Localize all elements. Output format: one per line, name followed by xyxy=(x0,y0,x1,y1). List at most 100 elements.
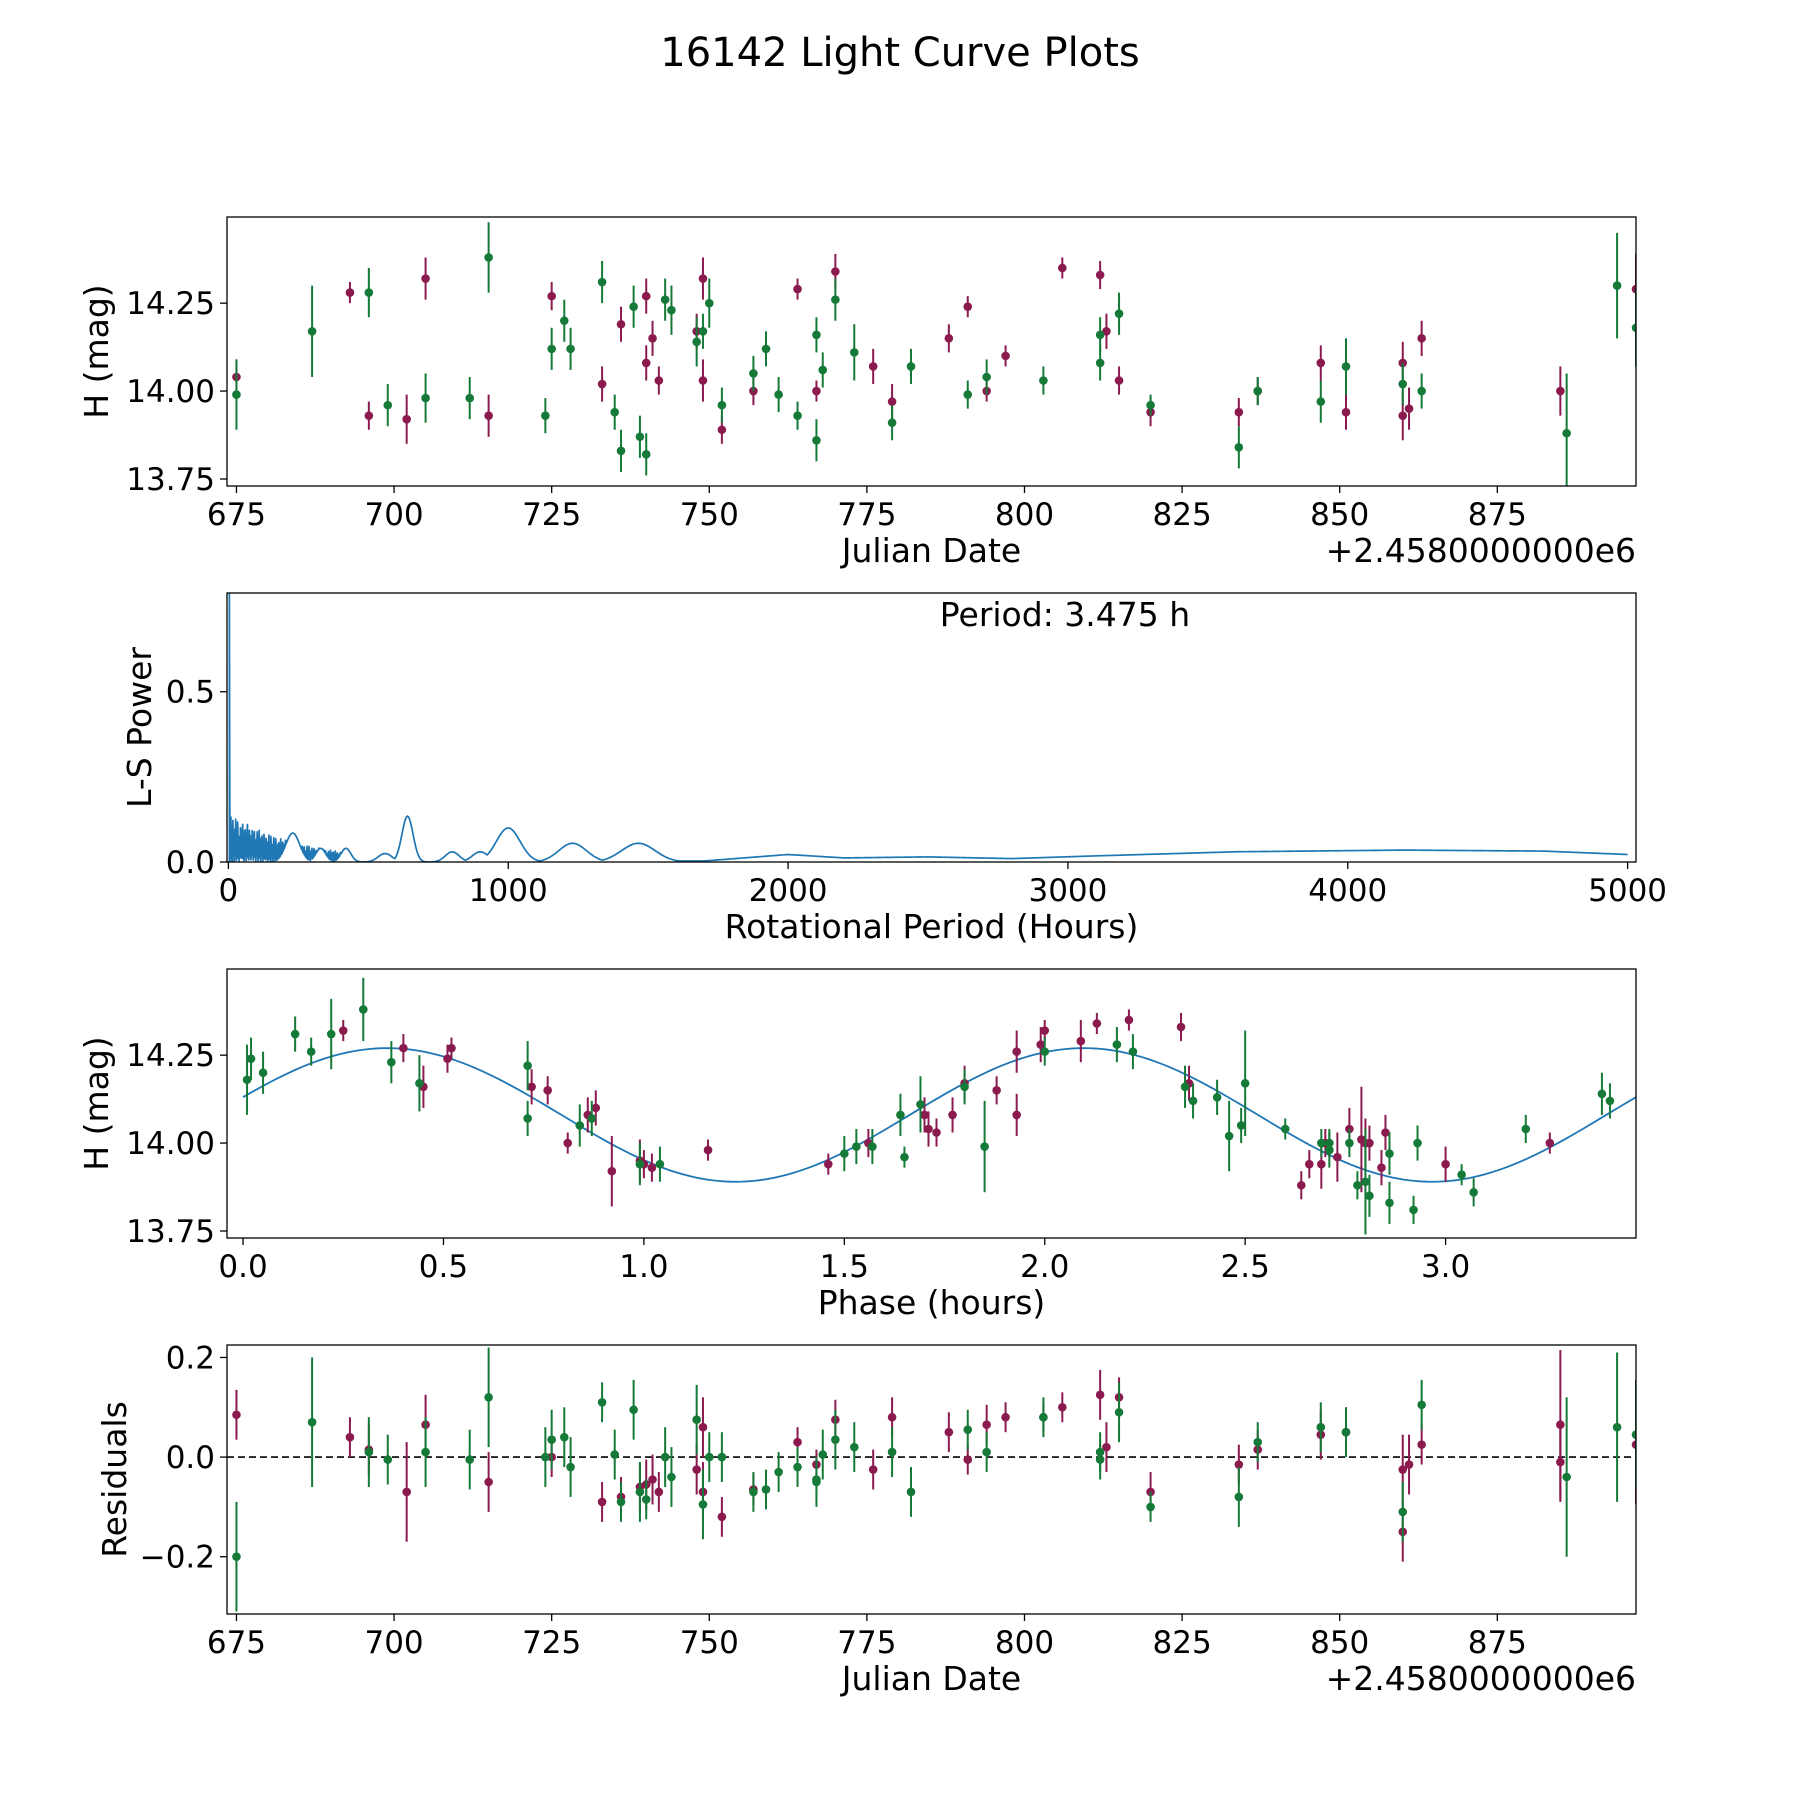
data-point xyxy=(963,1455,973,1464)
data-point xyxy=(383,400,393,410)
data-point xyxy=(1176,1022,1186,1032)
data-point xyxy=(887,418,897,428)
data-point xyxy=(523,1114,532,1123)
x-offset-label: +2.4580000000e6 xyxy=(1326,531,1636,570)
data-point xyxy=(1180,1082,1190,1092)
data-point xyxy=(635,1487,645,1497)
data-point xyxy=(717,1512,727,1522)
data-point xyxy=(1095,270,1105,280)
data-point xyxy=(960,1082,969,1092)
data-point xyxy=(1385,1198,1394,1208)
y-tick-label: 0.2 xyxy=(166,1340,215,1376)
data-point xyxy=(484,253,493,262)
data-point xyxy=(232,390,241,399)
data-point xyxy=(1092,1019,1102,1028)
x-tick-label: 725 xyxy=(522,497,581,533)
data-point xyxy=(559,316,569,326)
data-point xyxy=(1341,362,1351,371)
x-axis-label: Rotational Period (Hours) xyxy=(725,907,1139,946)
data-point xyxy=(421,274,430,283)
data-point xyxy=(1039,376,1048,385)
data-point xyxy=(635,432,645,442)
axes-frame xyxy=(226,216,1637,487)
data-point xyxy=(982,372,991,382)
data-point xyxy=(543,1086,552,1095)
data-point xyxy=(364,288,374,297)
data-point xyxy=(749,369,758,378)
x-tick-label: 675 xyxy=(207,1625,266,1661)
data-point xyxy=(1112,1040,1122,1049)
data-point xyxy=(1365,1138,1374,1148)
data-point xyxy=(1605,1096,1615,1106)
data-point xyxy=(963,390,973,399)
data-point xyxy=(654,376,664,385)
data-point xyxy=(1280,1124,1290,1134)
plot-area xyxy=(228,593,1628,862)
period-annotation: Period: 3.475 h xyxy=(940,595,1190,634)
data-point xyxy=(761,344,771,354)
data-point xyxy=(421,393,430,403)
data-point xyxy=(831,295,840,304)
x-offset-label: +2.4580000000e6 xyxy=(1326,1659,1636,1698)
data-point xyxy=(345,288,355,297)
data-point xyxy=(906,362,916,371)
data-point xyxy=(774,390,783,399)
data-point xyxy=(1469,1187,1478,1197)
data-point xyxy=(698,1500,708,1509)
data-point xyxy=(698,326,708,336)
data-point xyxy=(541,411,550,420)
series-filter-a xyxy=(232,253,1636,444)
data-point xyxy=(692,1465,701,1474)
data-point xyxy=(421,1447,430,1457)
data-point xyxy=(812,386,821,396)
y-tick-label: 0.0 xyxy=(166,1440,215,1476)
y-tick-label: 14.00 xyxy=(126,374,215,410)
data-point xyxy=(868,362,878,371)
data-point xyxy=(924,1124,933,1134)
x-tick-label: 750 xyxy=(680,497,739,533)
data-point xyxy=(402,1487,411,1497)
y-tick-label: 14.00 xyxy=(126,1126,215,1162)
data-point xyxy=(1012,1047,1021,1056)
x-tick-label: 750 xyxy=(680,1625,739,1661)
x-tick-label: 2.0 xyxy=(1020,1249,1069,1285)
data-point xyxy=(1095,1390,1105,1400)
data-point xyxy=(1036,1040,1046,1049)
x-tick-label: 825 xyxy=(1153,497,1212,533)
data-point xyxy=(1631,323,1636,333)
data-point xyxy=(793,284,802,294)
data-point xyxy=(307,326,317,336)
data-point xyxy=(1040,1047,1050,1056)
data-point xyxy=(547,291,556,301)
data-point xyxy=(1417,386,1426,396)
x-tick-label: 2.5 xyxy=(1221,1249,1270,1285)
data-point xyxy=(1545,1138,1555,1148)
data-point xyxy=(597,1497,607,1507)
data-point xyxy=(1409,1205,1418,1215)
data-point xyxy=(587,1114,597,1123)
data-point xyxy=(1597,1089,1607,1099)
data-point xyxy=(1234,443,1244,452)
figure-title: 16142 Light Curve Plots xyxy=(660,30,1139,76)
data-point xyxy=(1001,1412,1010,1422)
data-point xyxy=(647,1163,657,1172)
x-tick-label: 0.0 xyxy=(218,1249,267,1285)
data-point xyxy=(948,1110,957,1120)
data-point xyxy=(1353,1180,1362,1190)
data-point xyxy=(1234,1492,1244,1502)
data-point xyxy=(1102,1442,1111,1452)
data-point xyxy=(345,1432,355,1442)
data-point xyxy=(654,1487,664,1497)
data-point xyxy=(635,1159,645,1169)
data-point xyxy=(840,1149,849,1158)
y-axis-label: H (mag) xyxy=(77,284,116,418)
data-point xyxy=(1146,1487,1155,1497)
data-point xyxy=(1333,1152,1342,1162)
x-tick-label: 0 xyxy=(219,873,239,909)
series-filter-b xyxy=(242,977,1615,1235)
data-point xyxy=(1562,428,1571,438)
x-axis-label: Phase (hours) xyxy=(818,1283,1046,1322)
data-point xyxy=(1316,1422,1326,1432)
data-point xyxy=(812,435,821,445)
axes-frame xyxy=(226,592,1637,863)
